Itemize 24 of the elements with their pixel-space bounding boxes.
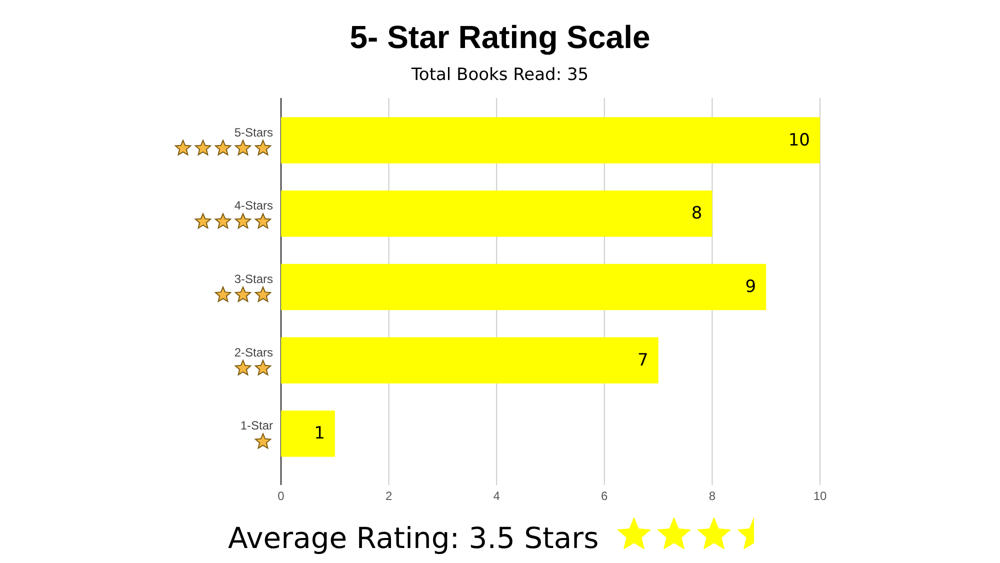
y-tick-label: 5-Stars — [234, 125, 273, 140]
data-label: 7 — [637, 350, 648, 370]
bar — [281, 117, 820, 164]
x-tick-label: 8 — [708, 489, 716, 503]
y-tick-label: 1-Star — [240, 418, 273, 433]
bar — [281, 410, 335, 457]
y-tick-label: 2-Stars — [234, 345, 273, 360]
x-tick-label: 4 — [493, 489, 500, 503]
bar — [281, 190, 712, 237]
bar — [281, 264, 766, 310]
x-tick-label: 6 — [601, 489, 608, 503]
data-label: 8 — [691, 204, 702, 224]
data-label: 10 — [788, 130, 810, 150]
data-label: 9 — [745, 277, 756, 297]
chart-title: 5- Star Rating Scale — [350, 19, 650, 55]
x-tick-label: 10 — [813, 489, 827, 503]
x-tick-label: 2 — [385, 489, 392, 503]
bar — [281, 337, 658, 384]
chart-subtitle: Total Books Read: 35 — [410, 65, 589, 85]
y-tick-label: 3-Stars — [234, 272, 273, 286]
y-tick-label: 4-Stars — [234, 198, 273, 213]
text: Average Rating: 3.5 Stars — [228, 521, 599, 555]
data-label: 1 — [314, 424, 325, 444]
x-tick-label: 0 — [278, 489, 285, 503]
